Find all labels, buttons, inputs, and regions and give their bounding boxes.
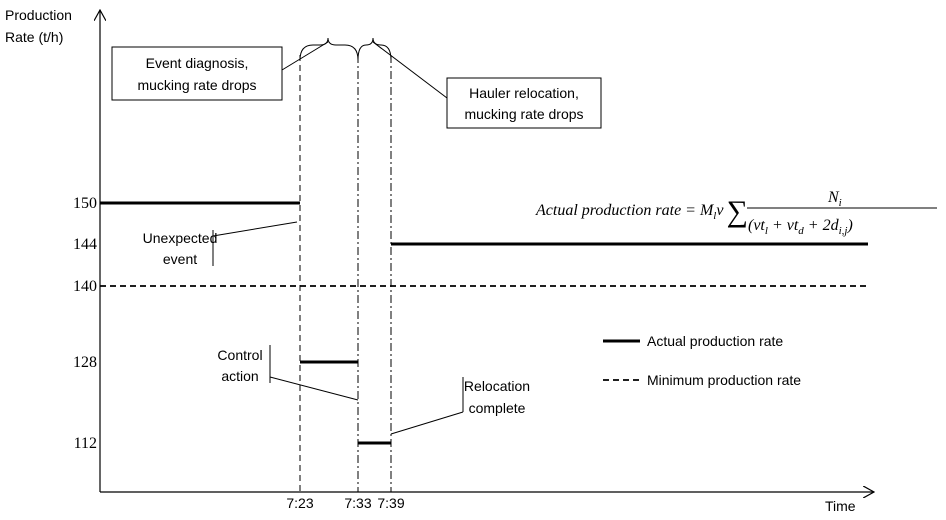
- brace: [357, 37, 392, 61]
- x-tick-label: 7:33: [344, 495, 371, 511]
- formula-denominator: (vtl + vtd + 2di,j): [748, 217, 853, 237]
- callout-box: [446, 77, 602, 129]
- annotation: Event diagnosis,: [146, 55, 249, 71]
- x-tick-label: 7:23: [286, 495, 313, 511]
- annotation: mucking rate drops: [137, 77, 256, 93]
- annotation: complete: [469, 400, 526, 416]
- formula-numerator: Ni: [827, 189, 842, 209]
- legend-label: Actual production rate: [647, 333, 783, 349]
- callout-line: [281, 41, 329, 71]
- y-tick-label: 144: [73, 236, 97, 253]
- brace: [299, 37, 359, 61]
- callout-line: [372, 41, 448, 99]
- annotation: Control: [217, 347, 262, 363]
- annotation: event: [163, 251, 197, 267]
- y-tick-label: 150: [73, 195, 97, 212]
- callout-line: [390, 411, 464, 435]
- x-tick-label: 7:39: [377, 495, 404, 511]
- callout-line: [212, 221, 298, 237]
- annotation: Relocation: [464, 378, 530, 394]
- callout-box: [111, 46, 283, 101]
- annotation: action: [221, 368, 258, 384]
- formula: Actual production rate = Mlv ∑: [535, 195, 748, 228]
- y-tick-label: 140: [73, 278, 97, 295]
- annotation: Unexpected: [143, 230, 218, 246]
- y-axis-label: Production: [5, 7, 72, 23]
- y-tick-label: 112: [74, 435, 97, 452]
- annotation: Hauler relocation,: [469, 85, 579, 101]
- y-tick-label: 128: [73, 354, 97, 371]
- callout-line: [269, 376, 359, 401]
- x-axis-label: Time: [825, 498, 856, 514]
- legend-label: Minimum production rate: [647, 372, 801, 388]
- annotation: mucking rate drops: [464, 106, 583, 122]
- y-axis-label: Rate (t/h): [5, 29, 63, 45]
